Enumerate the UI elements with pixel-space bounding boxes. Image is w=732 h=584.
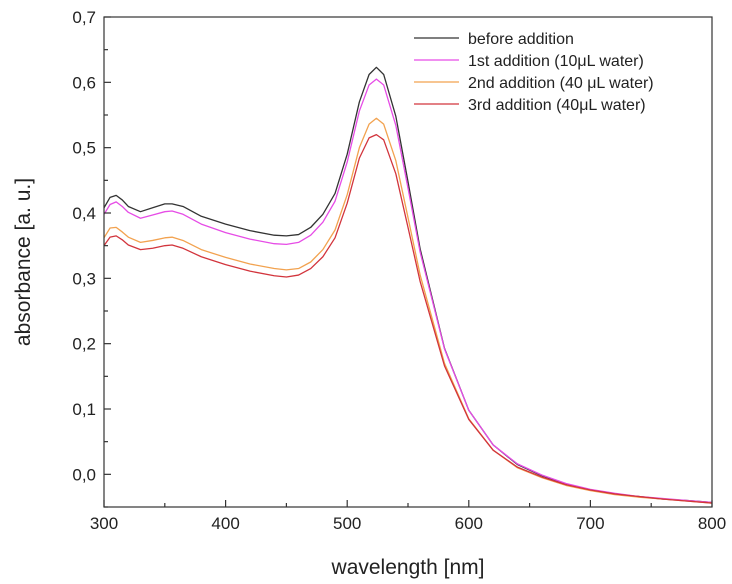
series-line-1 [103,66,713,504]
y-tick-label: 0,6 [72,73,96,92]
x-tick-label: 600 [455,514,483,533]
legend-label-4: 3rd addition (40μL water) [468,97,646,114]
series-line-2 [103,78,713,504]
series-layer [103,66,713,504]
y-tick-label: 0,7 [72,8,96,27]
y-tick-label: 0,0 [72,465,96,484]
legend-label-2: 1st addition (10μL water) [468,53,644,70]
y-tick-label: 0,5 [72,139,96,158]
x-tick-label: 400 [211,514,239,533]
legend-label-3: 2nd addition (40 μL water) [468,75,654,92]
series-line-3 [103,117,713,504]
ticks-layer: 300 400 500 600 700 800 0,0 0,1 0,2 0,3 0,4 0,5 0,6 0… [72,8,726,533]
x-tick-label: 700 [576,514,604,533]
y-tick-label: 0,4 [72,204,96,223]
x-tick-label: 800 [698,514,726,533]
x-axis-title: wavelength [nm] [331,556,485,579]
y-tick-label: 0,2 [72,335,96,354]
series-line-4 [103,133,713,504]
y-tick-label: 0,1 [72,400,96,419]
x-tick-label: 300 [90,514,118,533]
x-tick-label: 500 [333,514,361,533]
legend: before addition 1st addition (10μL water)… [414,31,654,114]
y-tick-label: 0,3 [72,269,96,288]
legend-label-1: before addition [468,31,574,48]
y-axis-title: absorbance [a. u.] [12,178,35,346]
